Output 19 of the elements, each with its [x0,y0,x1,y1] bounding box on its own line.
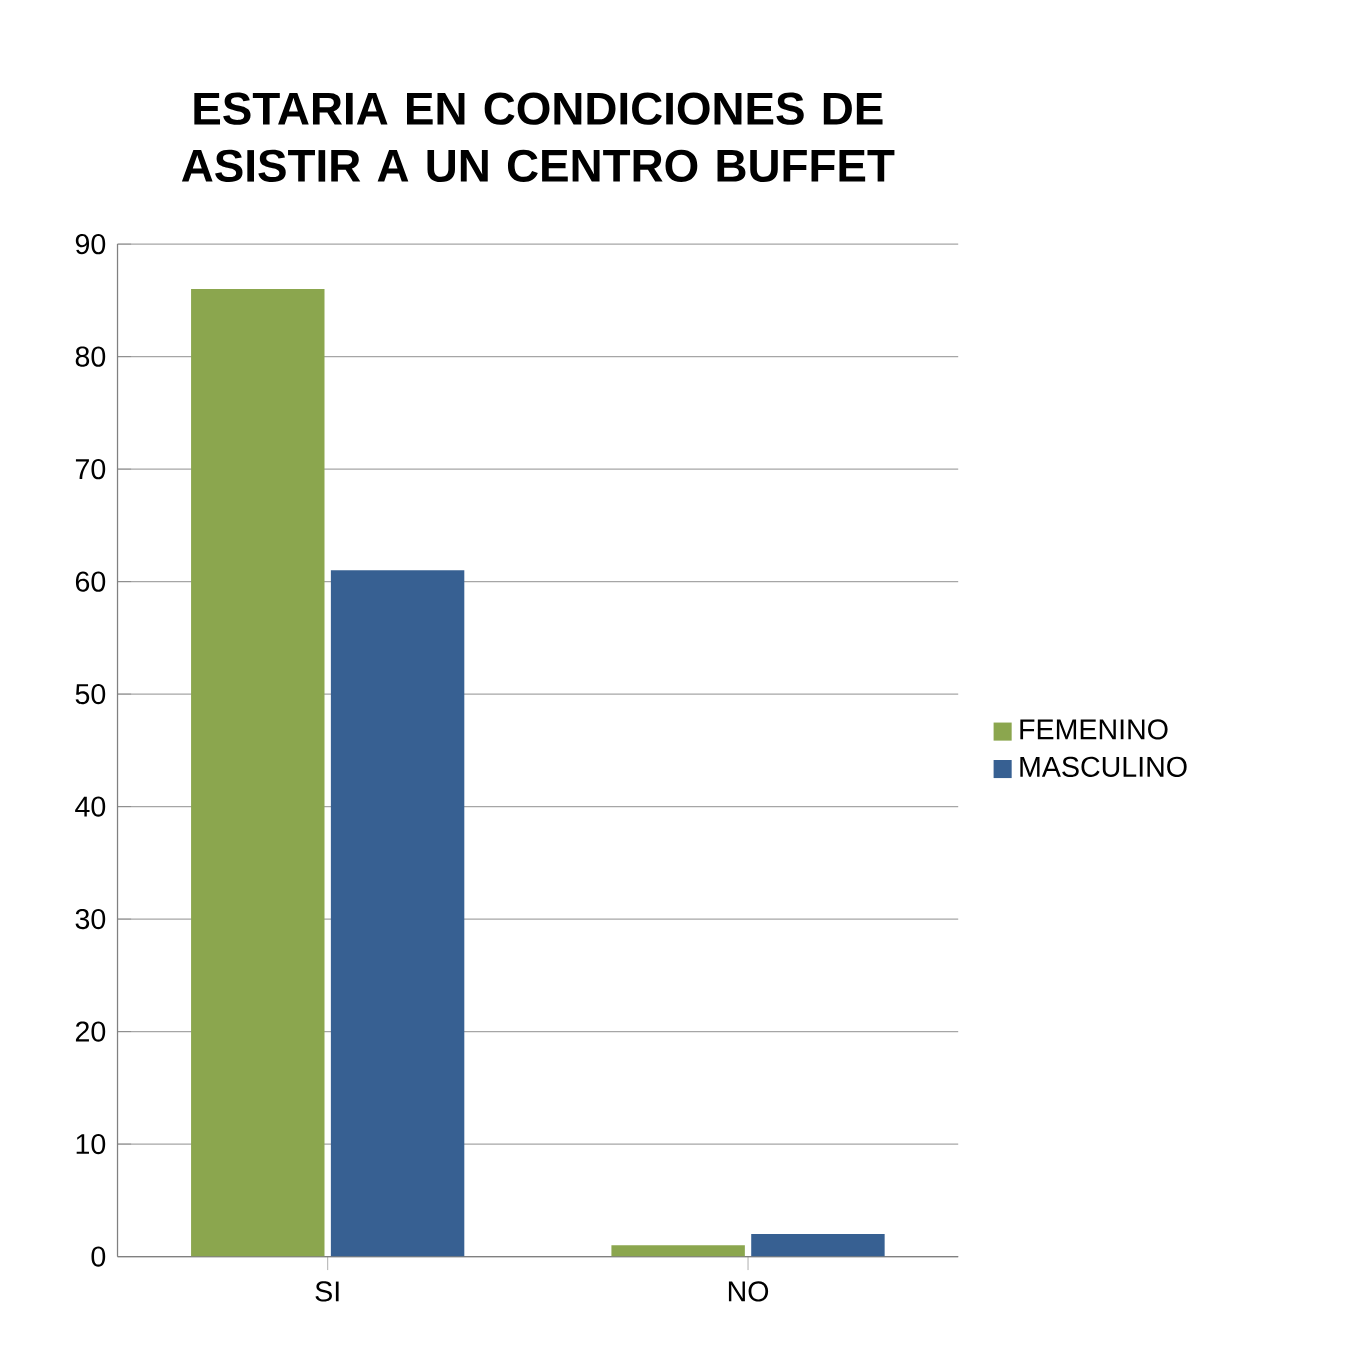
x-tick-label: SI [315,1281,339,1302]
y-tick-label: 0 [91,1246,106,1267]
y-tick-label: 70 [75,458,106,480]
bar [611,1245,745,1257]
legend-label: FEMENINO [1020,719,1168,740]
y-tick-label: 30 [75,908,106,930]
y-tick-label: 20 [75,1021,106,1042]
y-tick-label: 40 [75,796,106,817]
y-tick-label: 80 [75,346,106,367]
x-tick-label: NO [728,1281,769,1302]
chart-title: ESTARIA EN CONDICIONES DE ASISTIR A UN CENTRO BUFFET [181,92,895,183]
y-tick-label: 90 [75,233,106,255]
bar [751,1234,885,1257]
y-tick-label: 10 [76,1133,106,1155]
y-tick-label: 50 [75,683,106,705]
y-tick-label: 60 [75,571,106,592]
bar [191,289,325,1257]
legend-label: MASCULINO [1020,756,1187,777]
bar [330,570,465,1257]
